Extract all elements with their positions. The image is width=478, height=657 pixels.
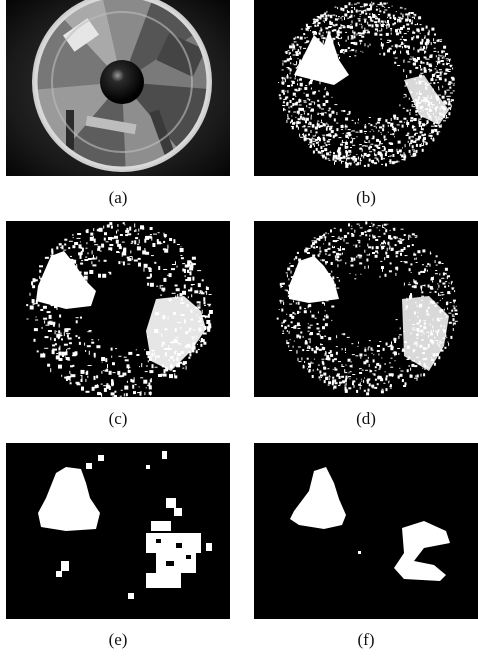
binary-mask-f: [254, 443, 478, 619]
binary-mask-d: [254, 221, 478, 397]
caption-c: (c): [108, 409, 128, 428]
mask-panel-d: [254, 221, 478, 397]
fisheye-image: [6, 0, 230, 176]
mask-panel-e: [6, 443, 230, 619]
mask-panel-b: [254, 0, 478, 176]
caption-f: (f): [357, 630, 375, 649]
fisheye-photo: [6, 0, 230, 176]
binary-mask-e: [6, 443, 230, 619]
mask-panel-c: [6, 221, 230, 397]
mask-panel-f: [254, 443, 478, 619]
binary-mask-c: [6, 221, 230, 397]
binary-mask-b: [254, 0, 478, 176]
caption-b: (b): [356, 188, 376, 207]
caption-d: (d): [356, 409, 376, 428]
caption-e: (e): [108, 630, 128, 649]
caption-a: (a): [108, 188, 128, 207]
